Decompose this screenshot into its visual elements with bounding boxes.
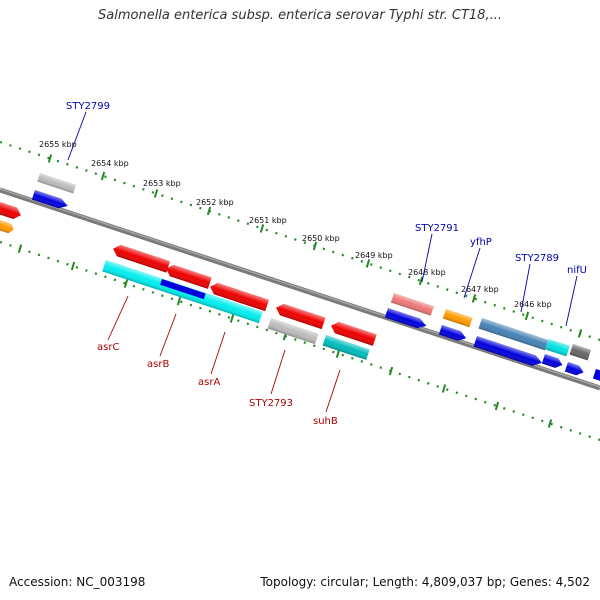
gene-label[interactable]: STY2789 bbox=[515, 253, 559, 264]
scale-ticks-top bbox=[47, 154, 583, 338]
reverse-gene-labels: asrC asrB asrA STY2793 suhB bbox=[97, 295, 341, 427]
scale-label: 2647 kbp bbox=[461, 285, 499, 294]
gene-asrB-blue[interactable] bbox=[160, 279, 206, 300]
scale-ticks-bottom bbox=[17, 244, 553, 428]
gene-label[interactable]: nifU bbox=[567, 265, 587, 276]
gene-label[interactable]: STY2799 bbox=[66, 101, 110, 112]
scale-tick bbox=[176, 296, 182, 306]
scale-tick bbox=[70, 261, 76, 271]
gene-label[interactable]: asrB bbox=[147, 359, 169, 370]
scale-tick bbox=[206, 206, 212, 216]
scale-label: 2649 kbp bbox=[355, 251, 393, 260]
scale-tick bbox=[494, 401, 500, 411]
scale-label: 2654 kbp bbox=[91, 159, 129, 168]
gene-label[interactable]: asrC bbox=[97, 342, 119, 353]
forward-strand-features bbox=[0, 173, 600, 383]
forward-gene-labels: STY2799 STY2791 yfhP STY2789 nifU bbox=[66, 101, 587, 327]
scale-tick bbox=[259, 224, 265, 233]
map-title: Salmonella enterica subsp. enterica sero… bbox=[98, 8, 502, 23]
scale-label: 2653 kbp bbox=[143, 179, 181, 188]
scale-tick bbox=[577, 329, 583, 338]
scale-tick bbox=[418, 276, 424, 286]
scale-tick bbox=[335, 349, 341, 358]
scale-label: 2646 kbp bbox=[514, 300, 552, 309]
scale-labels: 2655 kbp 2654 kbp 2653 kbp 2652 kbp 2651… bbox=[39, 140, 552, 309]
scale-tick bbox=[47, 154, 53, 163]
scale-label: 2655 kbp bbox=[39, 140, 77, 149]
scale-tick bbox=[524, 311, 530, 321]
gene-label[interactable]: STY2791 bbox=[415, 223, 459, 234]
scale-tick bbox=[441, 384, 447, 393]
scale-tick bbox=[388, 366, 394, 376]
scale-tick bbox=[365, 259, 371, 268]
gene-edge-blue[interactable] bbox=[592, 369, 600, 383]
gene-label[interactable]: asrA bbox=[198, 377, 220, 388]
scale-tick bbox=[312, 241, 318, 251]
scale-tick bbox=[17, 244, 23, 253]
scale-tick bbox=[229, 314, 235, 323]
scale-label: 2652 kbp bbox=[196, 198, 234, 207]
scale-tick bbox=[471, 294, 477, 303]
genome-summary: Topology: circular; Length: 4,809,037 bp… bbox=[260, 575, 590, 589]
scale-label: 2651 kbp bbox=[249, 216, 287, 225]
scale-label: 2650 kbp bbox=[302, 234, 340, 243]
scale-label: 2648 kbp bbox=[408, 268, 446, 277]
accession-label: Accession: NC_003198 bbox=[9, 575, 146, 589]
gene-label[interactable]: suhB bbox=[313, 416, 338, 427]
scale-tick bbox=[100, 171, 106, 181]
scale-tick bbox=[123, 279, 129, 288]
scale-tick bbox=[547, 419, 553, 428]
gene-label[interactable]: STY2793 bbox=[249, 398, 293, 409]
reverse-strand-features bbox=[102, 244, 377, 360]
gene-label[interactable]: yfhP bbox=[470, 237, 492, 248]
scale-tick bbox=[153, 189, 159, 198]
